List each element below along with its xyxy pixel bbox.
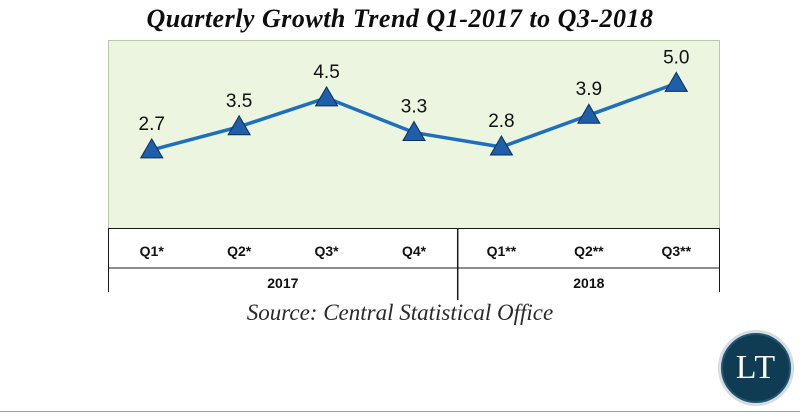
data-label: 2.7 [139,114,165,135]
category-label: Q4* [402,243,427,259]
data-point [489,135,514,156]
category-label: Q3** [661,243,691,259]
lusaka-times-logo: LT [718,330,794,406]
category-label: Q2** [574,243,604,259]
category-label: Q1* [140,243,165,259]
divider [0,411,800,412]
chart-title: Quarterly Growth Trend Q1-2017 to Q3-201… [146,4,654,33]
data-point [314,85,339,107]
data-label: 4.5 [313,62,339,83]
data-label: 3.9 [576,79,602,100]
data-point [576,103,601,124]
category-label: Q3* [315,243,340,259]
data-point [227,114,252,136]
source-note: Source: Central Statistical Office [246,300,554,325]
category-label: Q1** [487,243,517,259]
category-table [108,228,720,292]
data-label: 3.5 [226,91,252,112]
data-point [664,71,689,92]
data-label: 5.0 [663,47,689,68]
group-label: 2018 [573,275,604,291]
group-label: 2017 [267,275,298,291]
logo-text: LT [735,349,777,386]
data-point [139,137,164,159]
line-chart: 2.7 3.5 4.5 3.3 2.8 3.9 5.0 Q1* Q2* Q3* Q4* Q1** Q2*… [108,47,720,300]
data-point [402,120,426,142]
data-label: 3.3 [401,97,427,118]
category-label: Q2* [227,243,252,259]
data-label: 2.8 [488,111,514,132]
